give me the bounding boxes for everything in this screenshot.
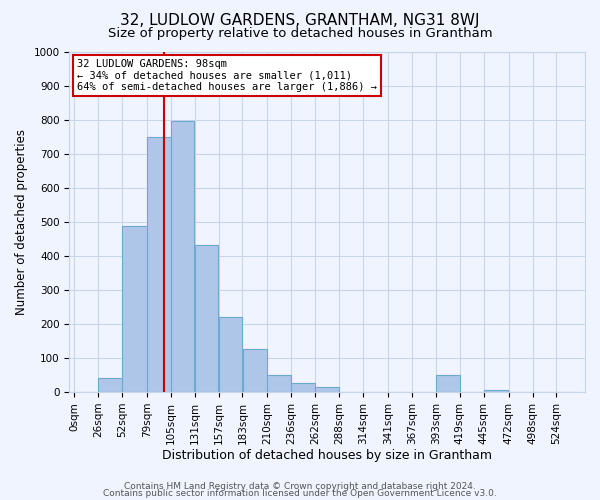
Bar (436, 375, 460, 392)
Text: 32 LUDLOW GARDENS: 98sqm
← 34% of detached houses are smaller (1,011)
64% of sem: 32 LUDLOW GARDENS: 98sqm ← 34% of detach… (77, 59, 377, 92)
Text: Contains HM Land Registry data © Crown copyright and database right 2024.: Contains HM Land Registry data © Crown c… (124, 482, 476, 491)
Text: Contains public sector information licensed under the Open Government Licence v3: Contains public sector information licen… (103, 489, 497, 498)
Y-axis label: Number of detached properties: Number of detached properties (15, 129, 28, 315)
Bar (98, 378, 122, 392)
Bar (195, 245, 218, 392)
Text: 32, LUDLOW GARDENS, GRANTHAM, NG31 8WJ: 32, LUDLOW GARDENS, GRANTHAM, NG31 8WJ (120, 12, 480, 28)
Bar (218, 317, 242, 392)
Bar (316, 388, 339, 392)
X-axis label: Distribution of detached houses by size in Grantham: Distribution of detached houses by size … (162, 450, 492, 462)
Bar (484, 390, 508, 392)
Bar (147, 136, 170, 392)
Text: Size of property relative to detached houses in Grantham: Size of property relative to detached ho… (107, 28, 493, 40)
Bar (268, 375, 291, 392)
Bar (292, 382, 315, 392)
Bar (171, 122, 194, 392)
Bar (122, 226, 146, 392)
Bar (242, 349, 267, 392)
